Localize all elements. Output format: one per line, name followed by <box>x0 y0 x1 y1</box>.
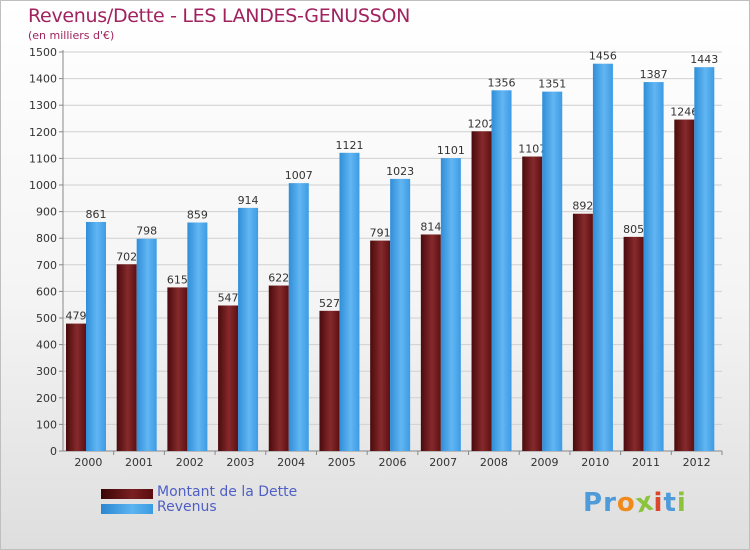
legend-label-revenus: Revenus <box>157 499 217 515</box>
bar-revenus <box>491 90 512 451</box>
y-tick-label: 1500 <box>29 46 57 59</box>
x-tick-label: 2011 <box>632 456 660 469</box>
y-tick-label: 1300 <box>29 99 57 112</box>
y-tick-label: 1400 <box>29 73 57 86</box>
data-label-revenus: 1356 <box>488 76 516 89</box>
bar-dette <box>116 264 137 451</box>
y-tick-label: 1100 <box>29 152 57 165</box>
y-tick-label: 600 <box>36 285 57 298</box>
data-label-revenus: 914 <box>238 194 259 207</box>
bar-dette <box>268 285 289 451</box>
x-tick-label: 2004 <box>277 456 305 469</box>
data-label-revenus: 1351 <box>538 78 566 91</box>
data-label-dette: 615 <box>167 273 188 286</box>
bar-dette <box>420 234 441 451</box>
data-label-dette: 892 <box>572 200 593 213</box>
data-label-revenus: 1101 <box>437 144 465 157</box>
data-label-dette: 547 <box>218 291 239 304</box>
chart-title: Revenus/Dette - LES LANDES-GENUSSON <box>28 5 411 27</box>
data-label-dette: 814 <box>420 220 441 233</box>
legend-swatch-dette <box>101 489 153 499</box>
data-label-dette: 527 <box>319 297 340 310</box>
x-tick-label: 2000 <box>74 456 102 469</box>
bar-dette <box>674 119 695 452</box>
x-tick-label: 2012 <box>683 456 711 469</box>
x-tick-label: 2006 <box>379 456 407 469</box>
data-label-dette: 1107 <box>518 143 546 156</box>
bar-revenus <box>339 152 360 451</box>
legend-swatch-revenus <box>101 504 153 514</box>
data-label-revenus: 861 <box>86 208 107 221</box>
bar-dette <box>370 240 391 451</box>
y-tick-label: 700 <box>36 259 57 272</box>
data-label-revenus: 859 <box>187 209 208 222</box>
bar-revenus <box>187 222 208 451</box>
bar-revenus <box>592 63 613 451</box>
bar-dette <box>471 131 492 451</box>
bar-revenus <box>643 82 664 452</box>
y-tick-label: 500 <box>36 312 57 325</box>
bar-dette <box>522 156 543 451</box>
x-tick-label: 2002 <box>176 456 204 469</box>
data-label-dette: 1202 <box>468 117 496 130</box>
y-tick-label: 800 <box>36 232 57 245</box>
bar-revenus <box>390 178 411 451</box>
bar-revenus <box>86 221 106 451</box>
data-label-revenus: 798 <box>136 225 157 238</box>
chart-subtitle: (en milliers d'€) <box>28 29 115 42</box>
bar-revenus <box>440 158 461 451</box>
bar-dette <box>623 236 644 451</box>
y-tick-label: 0 <box>50 445 57 458</box>
data-label-revenus: 1387 <box>640 68 668 81</box>
x-tick-label: 2005 <box>328 456 356 469</box>
bar-dette <box>66 323 86 451</box>
bar-dette <box>218 305 239 451</box>
y-tick-label: 200 <box>36 392 57 405</box>
data-label-revenus: 1456 <box>589 50 617 63</box>
y-tick-label: 300 <box>36 365 57 378</box>
data-label-dette: 479 <box>66 310 87 323</box>
data-label-revenus: 1023 <box>386 165 414 178</box>
y-tick-label: 100 <box>36 418 57 431</box>
data-label-dette: 622 <box>268 272 289 285</box>
y-tick-label: 900 <box>36 206 57 219</box>
y-tick-label: 1200 <box>29 126 57 139</box>
bar-revenus <box>288 183 309 451</box>
data-label-dette: 702 <box>116 250 137 263</box>
data-label-revenus: 1443 <box>690 53 718 66</box>
x-tick-label: 2001 <box>125 456 153 469</box>
data-label-dette: 791 <box>370 227 391 240</box>
bar-dette <box>167 287 188 451</box>
y-tick-label: 1000 <box>29 179 57 192</box>
x-tick-label: 2008 <box>480 456 508 469</box>
data-label-revenus: 1007 <box>285 169 313 182</box>
legend-label-dette: Montant de la Dette <box>157 484 298 500</box>
y-tick-label: 400 <box>36 339 57 352</box>
x-tick-label: 2009 <box>531 456 559 469</box>
x-tick-label: 2007 <box>429 456 457 469</box>
bar-dette <box>319 310 340 451</box>
data-label-dette: 805 <box>623 223 644 236</box>
data-label-dette: 1246 <box>670 106 698 119</box>
bar-dette <box>572 213 593 451</box>
data-label-revenus: 1121 <box>335 139 363 152</box>
bar-revenus <box>542 91 563 451</box>
x-tick-label: 2010 <box>581 456 609 469</box>
bar-revenus <box>694 67 715 452</box>
x-tick-label: 2003 <box>226 456 254 469</box>
bar-revenus <box>136 238 157 451</box>
bar-revenus <box>238 207 259 451</box>
proxiti-logo: Proxiti <box>583 486 687 520</box>
